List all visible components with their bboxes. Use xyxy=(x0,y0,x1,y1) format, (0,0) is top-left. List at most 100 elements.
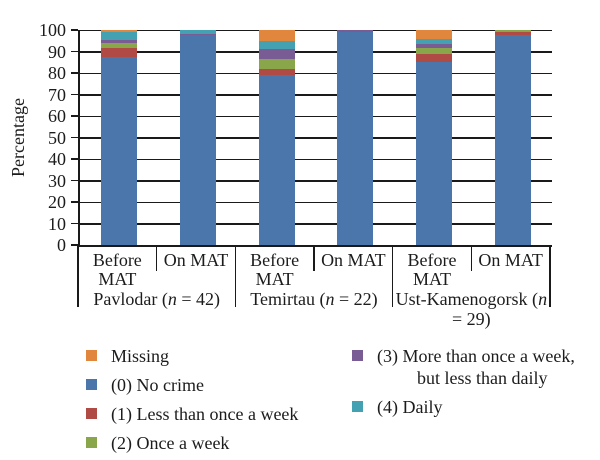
x-category-label: Before MAT xyxy=(407,250,457,289)
y-tick-label: 70 xyxy=(48,84,66,105)
bar-segment--2-once-a-week xyxy=(258,59,295,69)
gridline-30 xyxy=(80,180,552,182)
y-tick-label: 20 xyxy=(48,192,66,212)
x-category-label: On MAT xyxy=(163,250,229,270)
gridline-10 xyxy=(80,223,552,225)
legend-label: (3) More than once a week, but less than … xyxy=(377,346,575,388)
y-tick-label: 0 xyxy=(57,235,66,255)
bar-segment--4-daily xyxy=(258,40,295,50)
bar-segment--3-more-than-once-a-week-but-less-than-daily xyxy=(180,34,216,36)
y-tick-mark xyxy=(71,201,78,203)
y-tick-mark xyxy=(71,244,78,246)
y-tick-mark xyxy=(71,115,78,117)
legend-item: (0) No crime xyxy=(86,374,298,396)
legend-item: (4) Daily xyxy=(352,396,575,418)
bar-4-on-mat xyxy=(337,30,374,245)
x-category-label: On MAT xyxy=(478,250,543,270)
legend-column-1: Missing (0) No crime (1) Less than once a … xyxy=(86,345,298,460)
legend-swatch--2-once-a-week xyxy=(86,437,97,448)
bar-segment--1-less-than-once-a-week xyxy=(101,48,138,57)
plot-area xyxy=(78,29,552,247)
gridline-40 xyxy=(80,158,552,160)
y-tick-label: 50 xyxy=(48,127,66,148)
legend-item: (3) More than once a week, but less than … xyxy=(352,345,575,389)
bar-segment--0-no-crime xyxy=(337,32,374,245)
bar-2-on-mat xyxy=(180,30,216,245)
bar-1-before-mat xyxy=(101,30,138,245)
bar-segment--0-no-crime xyxy=(416,62,452,245)
bar-segment--2-once-a-week xyxy=(416,48,452,54)
gridline-60 xyxy=(80,115,552,117)
y-tick-label: 80 xyxy=(48,63,66,83)
gridline-20 xyxy=(80,201,552,203)
gridline-90 xyxy=(80,51,552,53)
x-group-separator xyxy=(549,245,551,307)
bar-segment--2-once-a-week xyxy=(494,30,531,33)
gridline-100 xyxy=(80,29,552,31)
x-group-separator xyxy=(391,245,394,307)
y-tick-mark xyxy=(71,222,78,224)
x-category-label: Before MAT xyxy=(250,250,300,289)
y-tick-label: 100 xyxy=(39,20,66,40)
x-group-separator xyxy=(234,245,237,307)
legend-label: (2) Once a week xyxy=(111,433,230,453)
y-tick-mark xyxy=(71,158,78,160)
x-group-separator xyxy=(77,245,79,307)
y-tick-label: 90 xyxy=(48,41,66,62)
bar-segment-missing xyxy=(416,30,452,39)
x-group-label: Pavlodar (n = 42) xyxy=(93,289,220,309)
bar-segment--1-less-than-once-a-week xyxy=(258,68,295,76)
gridline-70 xyxy=(80,94,552,96)
legend-swatch--1-less-than-once-a-week xyxy=(86,408,97,419)
legend-swatch--4-daily xyxy=(352,401,363,412)
x-category-label: On MAT xyxy=(321,250,386,270)
legend-label: (0) No crime xyxy=(111,375,204,395)
bar-segment--1-less-than-once-a-week xyxy=(494,32,531,36)
legend-item: Missing xyxy=(86,345,298,367)
bar-segment--3-more-than-once-a-week-but-less-than-daily xyxy=(101,39,138,43)
bar-segment--3-more-than-once-a-week-but-less-than-daily xyxy=(337,30,374,33)
y-tick-mark xyxy=(71,179,78,181)
legend-swatch--3-more-than-once-a-week-but-less-than-daily xyxy=(352,350,363,361)
gridline-80 xyxy=(80,72,552,74)
bar-6-on-mat xyxy=(494,30,531,245)
bar-segment--0-no-crime xyxy=(101,56,138,245)
bar-segment--0-no-crime xyxy=(258,75,295,245)
legend-label: (4) Daily xyxy=(377,397,443,417)
bar-segment--4-daily xyxy=(101,32,138,40)
y-tick-label: 10 xyxy=(48,213,66,234)
bar-segment--4-daily xyxy=(180,30,216,35)
bar-segment-missing xyxy=(101,30,138,33)
x-group-label: Temirtau (n = 22) xyxy=(250,289,378,309)
bar-segment--0-no-crime xyxy=(494,35,531,245)
bar-segment--1-less-than-once-a-week xyxy=(416,53,452,63)
legend-swatch--0-no-crime xyxy=(86,379,97,390)
legend-label: (1) Less than once a week xyxy=(111,404,299,424)
y-tick-mark xyxy=(71,50,78,52)
x-category-separator xyxy=(470,245,473,271)
legend-item: (2) Once a week xyxy=(86,432,298,454)
y-tick-mark xyxy=(71,93,78,95)
x-group-label: Ust-Kamenogorsk (n = 29) xyxy=(395,289,548,329)
y-tick-mark xyxy=(71,29,78,31)
gridline-50 xyxy=(80,137,552,139)
bar-segment--4-daily xyxy=(416,38,452,44)
legend-swatch-missing xyxy=(86,350,97,361)
y-tick-mark xyxy=(71,72,78,74)
bar-segment--2-once-a-week xyxy=(101,42,138,49)
y-tick-label: 40 xyxy=(48,149,66,169)
x-category-label: Before MAT xyxy=(92,250,142,289)
x-category-separator xyxy=(313,245,315,271)
bar-segment--3-more-than-once-a-week-but-less-than-daily xyxy=(416,43,452,49)
bar-segment--0-no-crime xyxy=(180,35,216,245)
bar-segment-missing xyxy=(258,30,295,41)
bar-3-before-mat xyxy=(258,30,295,245)
bar-segment--3-more-than-once-a-week-but-less-than-daily xyxy=(258,49,295,60)
legend-column-2: (3) More than once a week, but less than … xyxy=(352,345,575,425)
legend-item: (1) Less than once a week xyxy=(86,403,298,425)
y-tick-label: 60 xyxy=(48,106,66,126)
bar-5-before-mat xyxy=(416,30,452,245)
x-category-separator xyxy=(155,245,158,271)
y-tick-mark xyxy=(71,136,78,138)
